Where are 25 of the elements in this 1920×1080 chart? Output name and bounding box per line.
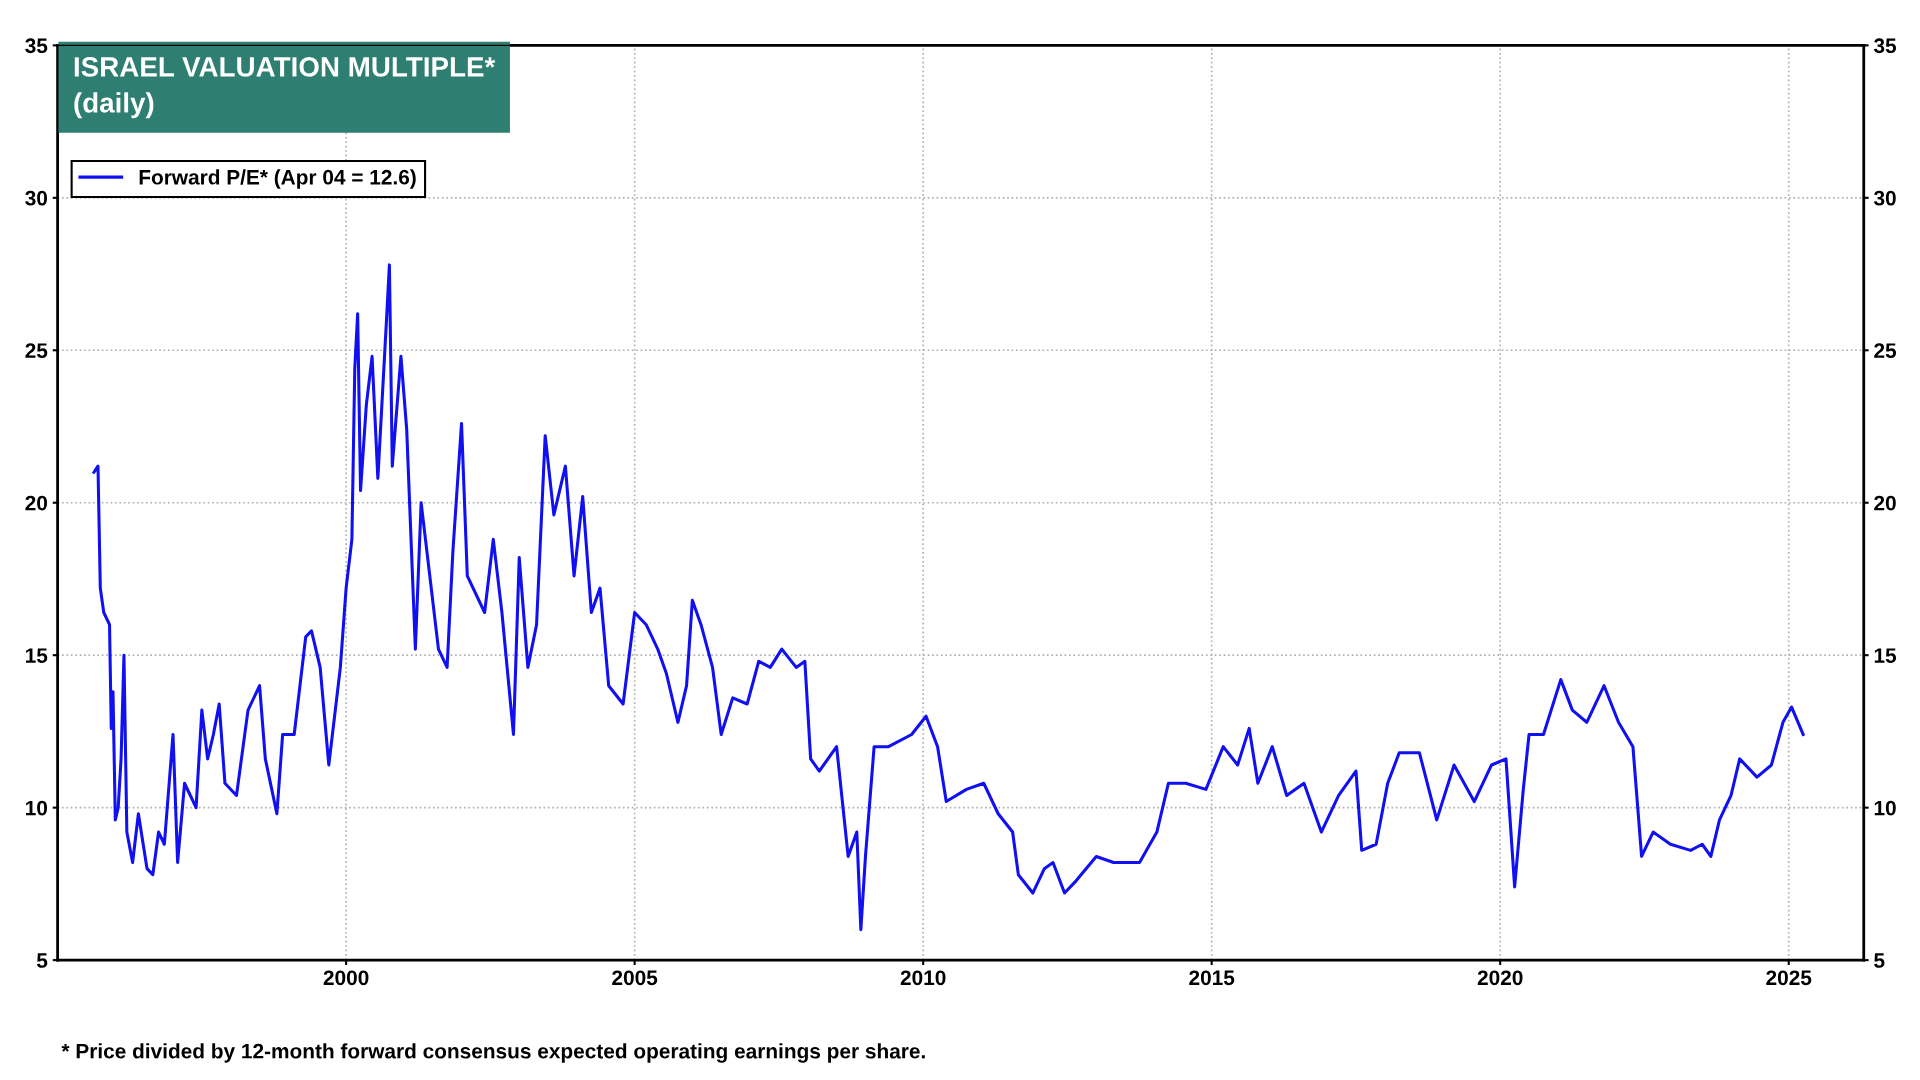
y-tick-label: 30 [25,190,48,206]
x-tick-label: 2025 [1766,970,1812,986]
x-tick-label: 2005 [612,970,658,986]
line-series [92,263,1805,932]
x-tick-label: 2010 [900,970,946,986]
y2-tick-label: 30 [1873,190,1896,206]
y-tick-label: 20 [25,495,48,511]
x-tick-label: 2020 [1477,970,1523,986]
y2-tick-label: 15 [1874,648,1897,663]
y2-tick-label: 10 [1874,800,1896,816]
y2-tick-label: 35 [1873,38,1897,54]
x-tick-label: 2000 [323,970,369,986]
y-tick-label: 25 [25,343,48,359]
y2-tick-label: 20 [1874,495,1896,511]
y-tick-label: 35 [25,38,48,54]
y-tick-label: 5 [36,953,48,968]
x-tick-label: 2015 [1189,970,1235,986]
y2-tick-label: 25 [1874,343,1897,359]
text: * Price divided by 12-month forward consensus expected operating earnings per share. [61,1043,925,1063]
y2-tick-label: 5 [1874,953,1885,968]
text: (daily) [74,92,154,119]
y-tick-label: 10 [26,800,48,816]
chart-title: ISRAEL VALUATION MULTIPLE* [74,57,496,77]
legend-label: Forward P/E* (Apr 04 = 12.6) [139,169,416,189]
y-tick-label: 15 [26,648,48,663]
